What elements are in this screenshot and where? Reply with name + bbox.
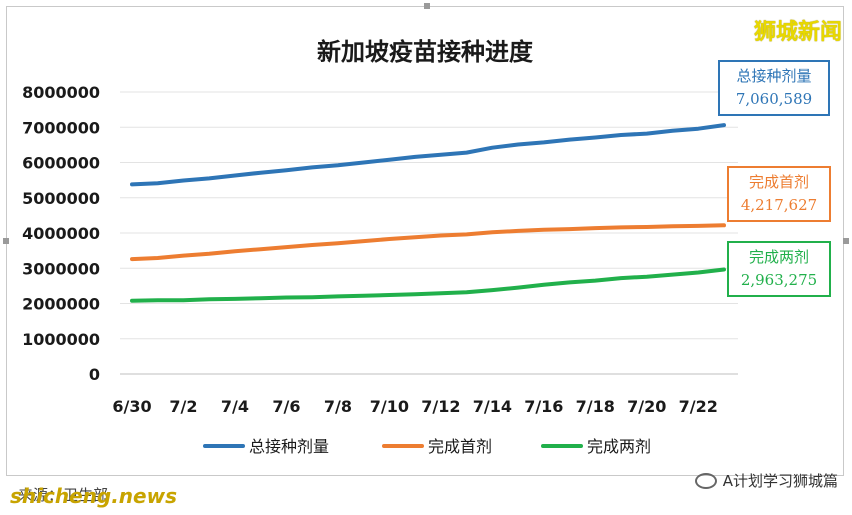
y-tick-label: 8000000 — [22, 83, 100, 102]
callout-label: 总接种剂量 — [736, 67, 812, 85]
series-line-0 — [130, 123, 726, 187]
callout-total-doses: 总接种剂量 7,060,589 — [718, 60, 830, 116]
series-line-1 — [130, 223, 726, 262]
x-tick-label: 7/10 — [370, 397, 409, 416]
callout-second-dose: 完成两剂 2,963,275 — [727, 241, 831, 297]
x-tick-label: 7/22 — [679, 397, 718, 416]
y-tick-label: 2000000 — [22, 295, 100, 314]
x-tick-label: 7/14 — [473, 397, 512, 416]
x-tick-label: 7/20 — [627, 397, 666, 416]
chart-frame — [6, 6, 844, 476]
grid-lines — [120, 91, 738, 375]
x-tick-label: 7/6 — [272, 397, 300, 416]
chart-title: 新加坡疫苗接种进度 — [317, 38, 534, 66]
callout-label: 完成两剂 — [748, 248, 809, 266]
y-tick-label: 1000000 — [22, 330, 100, 349]
resize-handle-left[interactable] — [3, 238, 9, 244]
series-lines — [130, 123, 726, 303]
callout-first-dose: 完成首剂 4,217,627 — [727, 166, 831, 222]
legend-label: 完成两剂 — [587, 437, 651, 456]
series-line-2 — [130, 267, 726, 303]
y-axis-tick-labels: 0 1000000 2000000 3000000 4000000 5000000 6000… — [22, 83, 100, 384]
y-tick-label: 6000000 — [22, 154, 100, 173]
callout-value: 2,963,275 — [740, 271, 818, 289]
site-watermark: shicheng.news — [10, 484, 177, 508]
x-tick-label: 7/12 — [421, 397, 460, 416]
y-tick-label: 3000000 — [22, 259, 100, 278]
source-caption: 来源：卫生部 — [18, 486, 109, 504]
callout-label: 完成首剂 — [748, 173, 809, 191]
x-tick-label: 7/2 — [169, 397, 197, 416]
x-axis-tick-labels: 6/30 7/2 7/4 7/6 7/8 7/10 7/12 7/14 7/16 7/18 7/20… — [112, 397, 718, 416]
x-tick-label: 7/18 — [576, 397, 615, 416]
y-tick-label: 4000000 — [22, 224, 100, 243]
wechat-account: A计划学习狮城篇 — [694, 470, 838, 491]
resize-handle-right[interactable] — [843, 238, 849, 244]
callout-value: 4,217,627 — [740, 196, 818, 214]
wechat-icon — [694, 472, 717, 489]
callout-value: 7,060,589 — [735, 90, 813, 108]
x-tick-label: 6/30 — [112, 397, 151, 416]
y-tick-label: 0 — [89, 365, 100, 384]
y-tick-label: 7000000 — [22, 118, 100, 137]
x-tick-label: 7/16 — [524, 397, 563, 416]
resize-handle-top[interactable] — [424, 3, 430, 9]
brand-watermark: 狮城新闻 — [753, 20, 842, 45]
x-tick-label: 7/4 — [221, 397, 249, 416]
wechat-account-label: A计划学习狮城篇 — [722, 472, 838, 490]
x-tick-label: 7/8 — [324, 397, 352, 416]
legend-label: 完成首剂 — [428, 437, 492, 456]
y-tick-label: 5000000 — [22, 189, 100, 208]
legend: 总接种剂量 完成首剂 完成两剂 — [203, 437, 651, 456]
legend-label: 总接种剂量 — [249, 437, 329, 456]
